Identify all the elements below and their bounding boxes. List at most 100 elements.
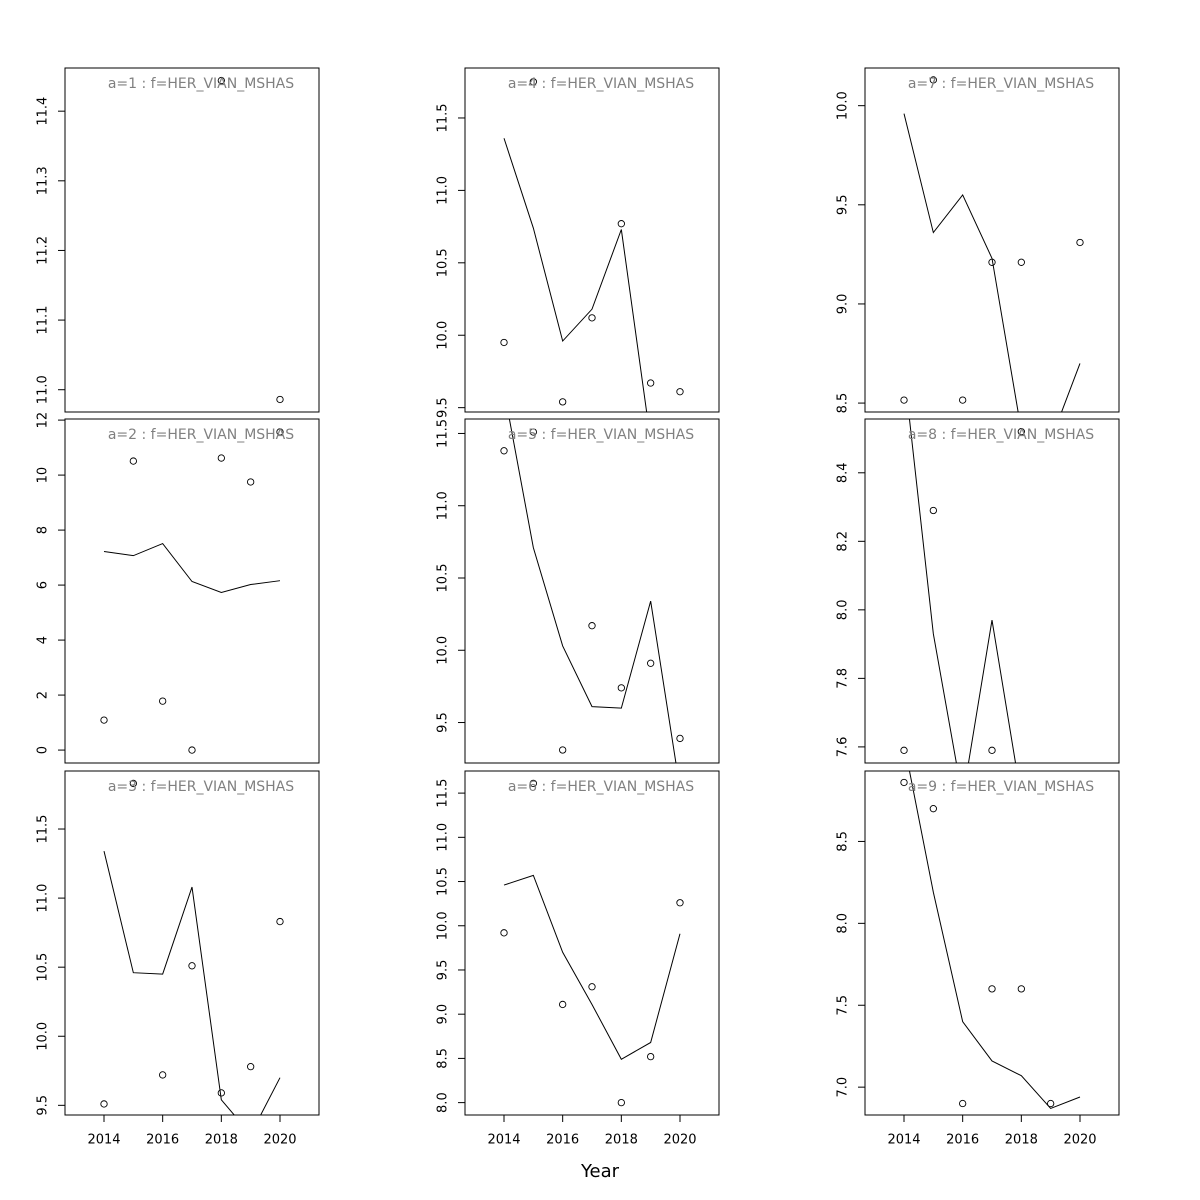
y-tick-label: 7.0: [836, 1077, 851, 1098]
point: [559, 746, 567, 754]
point: [588, 314, 596, 322]
y-tick-label: 11.5: [436, 419, 451, 448]
y-tick-label: 11.0: [436, 491, 451, 520]
point: [588, 622, 596, 630]
x-tick-label: 2020: [263, 1133, 296, 1148]
y-tick-label: 8.0: [436, 1092, 451, 1113]
point: [617, 1098, 625, 1107]
point: [529, 78, 537, 86]
y-tick-label: 8.0: [836, 600, 851, 621]
point: [617, 220, 625, 228]
point: [276, 917, 284, 926]
panel-title: a=8 : f=HER_VIAN_MSHAS: [908, 427, 1094, 443]
y-tick-label: 9.5: [436, 960, 451, 981]
y-tick-label: 11.0: [36, 375, 51, 404]
line: [508, 419, 677, 763]
panel: a=6 : f=HER_VIAN_MSHAS 8.0 8.5 9.0 9.5 10.0 10…: [436, 770, 720, 1148]
point: [900, 778, 908, 787]
point: [959, 396, 967, 404]
y-tick-label: 11.0: [36, 884, 51, 913]
x-tick-label: 2020: [663, 1133, 696, 1148]
panel: a=7 : f=HER_VIAN_MSHAS 8.5 9.0 9.5 10.0: [836, 67, 1120, 414]
panel-title: a=1 : f=HER_VIAN_MSHAS: [108, 76, 294, 92]
point: [159, 1071, 167, 1079]
point: [929, 506, 937, 515]
y-tick-label: 4: [36, 636, 51, 644]
point: [276, 428, 284, 436]
y-tick-label: 0: [36, 746, 51, 754]
y-tick-label: 11.4: [36, 97, 51, 126]
point: [988, 985, 996, 993]
y-tick-label: 10.5: [436, 564, 451, 593]
panel-title: a=2 : f=HER_VIAN_MSHAS: [108, 427, 294, 443]
y-tick-label: 8.5: [836, 831, 851, 852]
y-tick-label: 8: [36, 526, 51, 534]
panel: a=4 : f=HER_VIAN_MSHAS 9.5 10.0 10.5 11.0 11.…: [436, 67, 720, 418]
panel: a=5 : f=HER_VIAN_MSHAS 9.5 10.0 10.5 11.0 11.…: [436, 418, 720, 764]
point: [188, 962, 196, 970]
line: [103, 542, 281, 594]
y-tick-label: 10.0: [36, 1022, 51, 1051]
plot-area: [500, 779, 684, 1107]
y-tick-label: 10: [36, 467, 51, 484]
x-tick-label: 2014: [87, 1133, 120, 1148]
y-tick-label: 9.0: [436, 1004, 451, 1025]
panel: a=9 : f=HER_VIAN_MSHAS 7.0 7.5 8.0 8.5 2014 20…: [836, 770, 1120, 1148]
panel-title: a=3 : f=HER_VIAN_MSHAS: [108, 779, 294, 795]
y-tick-label: 11.0: [436, 823, 451, 852]
point: [100, 1100, 108, 1108]
plot-area: [900, 76, 1084, 412]
y-tick-label: 9.5: [36, 1095, 51, 1116]
point: [1017, 985, 1025, 993]
line: [908, 419, 1017, 763]
point: [676, 388, 684, 396]
point: [1017, 258, 1025, 266]
line: [103, 851, 281, 1115]
point: [676, 899, 684, 907]
point: [159, 697, 167, 705]
y-tick-label: 12: [36, 412, 51, 429]
panel-frame: [864, 67, 1120, 413]
point: [929, 76, 937, 84]
panel-frame: [864, 770, 1120, 1116]
y-tick-label: 10.5: [436, 867, 451, 896]
panel: a=1 : f=HER_VIAN_MSHAS 11.0 11.1 11.2 11.3 11…: [36, 67, 320, 413]
point: [188, 746, 196, 754]
point: [247, 1062, 255, 1071]
y-tick-label: 11.5: [436, 103, 451, 132]
point: [959, 1099, 967, 1108]
point: [929, 805, 937, 813]
panel-frame: [464, 67, 720, 413]
plot-area: [500, 419, 684, 763]
panel: a=2 : f=HER_VIAN_MSHAS 0 2 4 6 8 10 12: [36, 412, 320, 764]
point: [217, 76, 225, 85]
x-tick-label: 2018: [1005, 1133, 1038, 1148]
y-tick-label: 8.5: [836, 393, 851, 414]
y-tick-label: 11.5: [436, 779, 451, 808]
y-tick-label: 9.0: [836, 294, 851, 315]
y-tick-label: 11.2: [36, 236, 51, 265]
y-tick-label: 10.0: [436, 911, 451, 940]
y-tick-label: 10.5: [36, 953, 51, 982]
y-tick-label: 7.6: [836, 737, 851, 758]
x-tick-label: 2014: [487, 1133, 520, 1148]
x-tick-label: 2016: [146, 1133, 179, 1148]
point: [217, 454, 225, 462]
y-tick-label: 2: [36, 691, 51, 699]
plot-area: [900, 419, 1025, 763]
x-tick-label: 2018: [205, 1133, 238, 1148]
y-tick-label: 6: [36, 581, 51, 589]
panel-title: a=6 : f=HER_VIAN_MSHAS: [508, 779, 694, 795]
y-tick-label: 8.0: [836, 913, 851, 934]
panel-title: a=4 : f=HER_VIAN_MSHAS: [508, 76, 694, 92]
point: [500, 929, 508, 937]
point: [100, 716, 108, 724]
y-tick-label: 11.3: [36, 166, 51, 195]
x-tick-label: 2018: [605, 1133, 638, 1148]
point: [647, 659, 655, 667]
point: [559, 1000, 567, 1009]
panel: a=3 : f=HER_VIAN_MSHAS 9.5 10.0 10.5 11.0 11.…: [36, 770, 320, 1148]
point: [588, 983, 596, 991]
y-tick-label: 11.1: [36, 306, 51, 335]
